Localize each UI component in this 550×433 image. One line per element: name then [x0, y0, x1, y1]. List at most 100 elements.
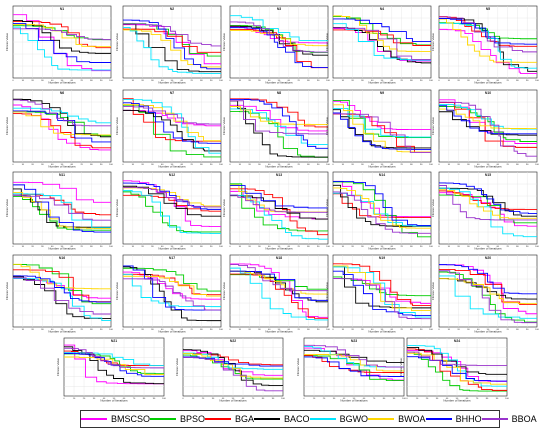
legend-swatch: [425, 418, 452, 420]
y-axis-label: Fitness Value: [222, 33, 226, 51]
series-line-bgwo: [123, 273, 221, 308]
y-axis-label: Fitness Value: [115, 33, 119, 51]
y-axis-label: Fitness Value: [5, 282, 9, 300]
x-tick-label: 10: [239, 246, 242, 248]
series-line-bwoa: [439, 108, 537, 129]
x-tick-label: 10: [192, 398, 195, 400]
x-tick-label: 0: [438, 246, 440, 248]
legend-label: BGWO: [339, 414, 369, 424]
subplot-title: N2: [170, 7, 174, 11]
x-tick-label: 100: [162, 398, 166, 400]
x-tick-label: 40: [477, 80, 480, 82]
x-tick-label: 60: [242, 398, 245, 400]
legend-item-bwoa: BWOA: [368, 414, 426, 424]
x-tick-label: 40: [268, 164, 271, 166]
x-tick-label: 60: [497, 80, 500, 82]
x-tick-label: 40: [161, 80, 164, 82]
x-tick-label: 0: [332, 329, 334, 331]
series-line-bboa: [230, 100, 328, 135]
x-tick-label: 50: [61, 329, 64, 331]
series-line-bmscso: [183, 350, 283, 376]
x-tick-label: 40: [161, 164, 164, 166]
x-tick-label: 100: [219, 329, 223, 331]
y-axis-label: Fitness Value: [431, 117, 435, 135]
series-line-bgwo: [333, 23, 431, 61]
x-tick-label: 90: [317, 164, 320, 166]
series-line-bga: [333, 263, 431, 307]
y-axis-label: Fitness Value: [431, 282, 435, 300]
series-line-bpso: [407, 351, 507, 392]
x-tick-label: 10: [342, 246, 345, 248]
series-line-bwoa: [333, 187, 431, 229]
x-tick-label: 0: [122, 329, 124, 331]
series-line-bgwo: [439, 275, 537, 319]
x-tick-label: 70: [190, 164, 193, 166]
x-tick-label: 30: [151, 246, 154, 248]
series-line-bhho: [230, 185, 328, 209]
x-axis-label: Number of Iterations: [265, 81, 293, 85]
x-tick-label: 90: [210, 164, 213, 166]
y-axis-label: Fitness Value: [175, 358, 179, 376]
y-axis-label: Fitness Value: [5, 117, 9, 135]
series-line-baco: [183, 349, 283, 387]
x-tick-label: 100: [109, 329, 113, 331]
x-tick-label: 90: [153, 398, 156, 400]
x-tick-label: 20: [248, 329, 251, 331]
x-tick-label: 20: [351, 164, 354, 166]
series-line-bboa: [304, 344, 404, 368]
x-tick-label: 10: [239, 80, 242, 82]
x-tick-label: 30: [361, 164, 364, 166]
x-tick-label: 50: [278, 246, 281, 248]
x-tick-label: 0: [303, 398, 305, 400]
series-line-bpso: [304, 355, 404, 382]
x-tick-label: 30: [93, 398, 96, 400]
subplot-title: N22: [230, 339, 236, 343]
x-tick-label: 20: [31, 329, 34, 331]
x-tick-label: 0: [229, 246, 231, 248]
x-tick-label: 50: [278, 80, 281, 82]
x-tick-label: 10: [132, 329, 135, 331]
x-tick-label: 0: [406, 398, 408, 400]
x-tick-label: 80: [200, 246, 203, 248]
series-line-bmscso: [439, 264, 537, 315]
series-line-bmscso: [230, 104, 328, 132]
x-tick-label: 100: [535, 164, 539, 166]
x-tick-label: 50: [487, 164, 490, 166]
series-line-bgwo: [230, 267, 328, 321]
x-tick-label: 50: [381, 164, 384, 166]
series-line-bmscso: [123, 271, 221, 300]
series-line-baco: [123, 23, 221, 73]
subplot-title: N15: [485, 173, 491, 177]
x-tick-label: 100: [326, 329, 330, 331]
y-axis-label: Fitness Value: [222, 117, 226, 135]
subplot-n13: N13 Number of Iterations Fitness Value 0 10 2…: [222, 171, 331, 251]
x-tick-label: 10: [448, 329, 451, 331]
x-tick-label: 30: [41, 164, 44, 166]
series-line-bga: [123, 28, 221, 53]
x-tick-label: 30: [467, 164, 470, 166]
x-tick-label: 70: [476, 398, 479, 400]
y-axis-label: Fitness Value: [222, 199, 226, 217]
x-tick-label: 60: [123, 398, 126, 400]
series-line-bboa: [230, 21, 328, 53]
x-tick-label: 40: [161, 329, 164, 331]
x-tick-label: 50: [113, 398, 116, 400]
subplot-n18: N18 Number of Iterations Fitness Value 0 10 2…: [222, 254, 331, 334]
x-tick-label: 40: [268, 246, 271, 248]
x-tick-label: 20: [202, 398, 205, 400]
subplot-title: N23: [351, 339, 357, 343]
x-tick-label: 20: [141, 164, 144, 166]
subplot-n19: N19 Number of Iterations Fitness Value 0 10 2…: [325, 254, 434, 334]
x-tick-label: 30: [467, 80, 470, 82]
legend-swatch: [150, 418, 177, 420]
x-tick-label: 0: [12, 80, 14, 82]
subplot-n6: N6 Number of Iterations Fitness Value 0 10 20…: [5, 89, 114, 169]
x-tick-label: 70: [297, 246, 300, 248]
x-tick-label: 0: [332, 164, 334, 166]
legend-label: BACO: [284, 414, 310, 424]
subplot-n24: N24 Number of Iterations Fitness Value 0 10 2…: [399, 337, 510, 403]
x-tick-label: 0: [122, 80, 124, 82]
x-tick-label: 50: [487, 246, 490, 248]
x-tick-label: 60: [71, 80, 74, 82]
x-tick-label: 90: [526, 246, 529, 248]
